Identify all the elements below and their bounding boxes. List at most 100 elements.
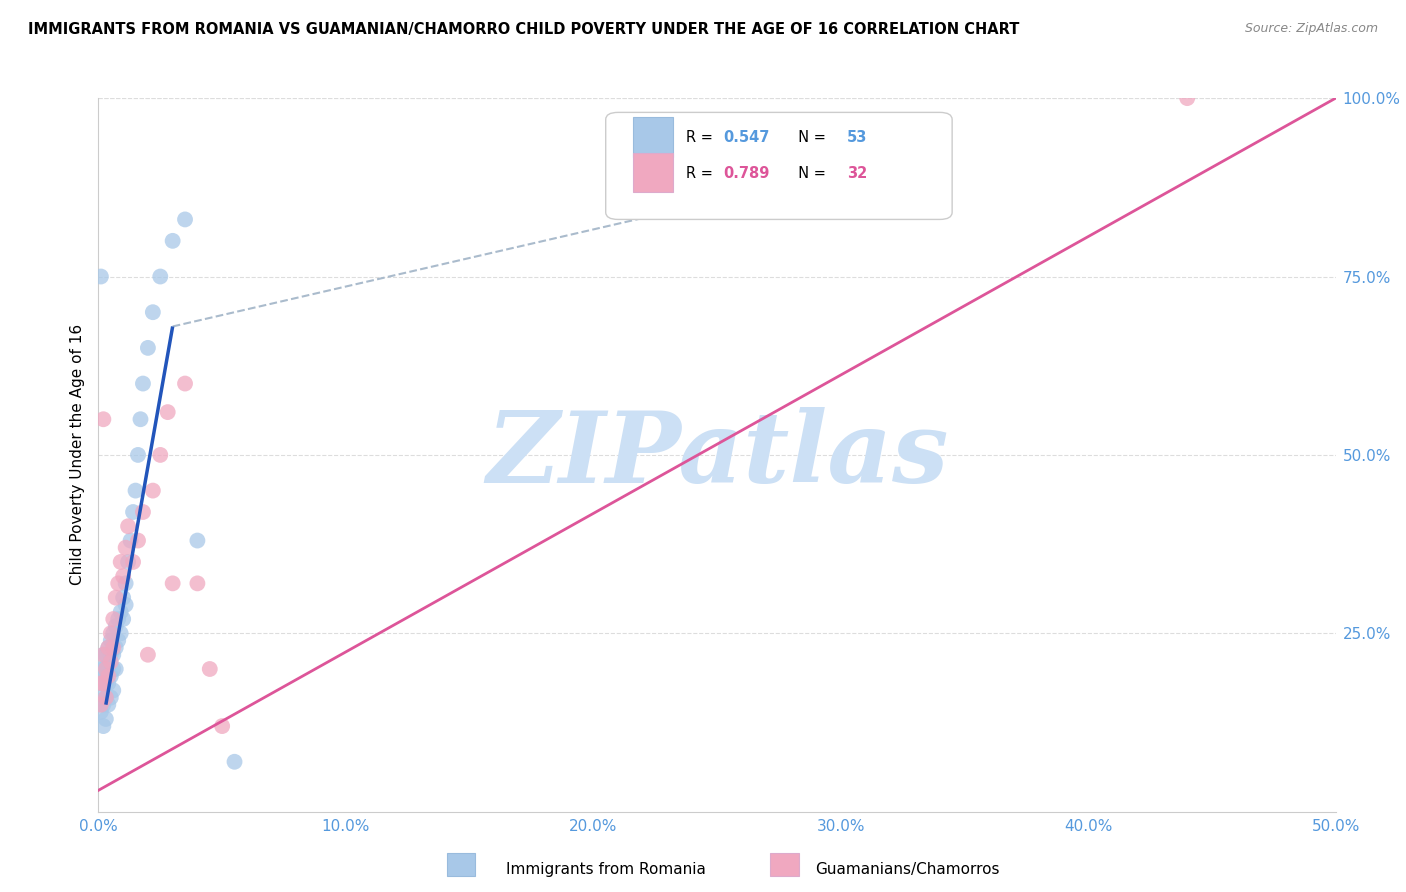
Point bbox=[114, 541, 136, 555]
Point bbox=[97, 640, 120, 655]
Point bbox=[142, 305, 165, 319]
Point bbox=[100, 690, 122, 705]
Point bbox=[100, 655, 122, 669]
Point bbox=[100, 633, 122, 648]
Point bbox=[132, 376, 155, 391]
Point bbox=[149, 269, 172, 284]
Point bbox=[97, 669, 120, 683]
Point bbox=[94, 648, 117, 662]
Point bbox=[93, 698, 115, 712]
Point bbox=[112, 612, 135, 626]
Point bbox=[136, 341, 159, 355]
Point bbox=[90, 698, 112, 712]
Point bbox=[122, 555, 145, 569]
Point bbox=[93, 648, 115, 662]
Point bbox=[162, 234, 184, 248]
Point bbox=[93, 676, 115, 690]
Point bbox=[112, 591, 135, 605]
Point bbox=[90, 269, 112, 284]
Point bbox=[114, 598, 136, 612]
Point bbox=[100, 669, 122, 683]
Bar bbox=[447, 853, 475, 876]
FancyBboxPatch shape bbox=[606, 112, 952, 219]
Point bbox=[110, 555, 132, 569]
Text: R =: R = bbox=[686, 166, 717, 180]
Point bbox=[132, 505, 155, 519]
Point bbox=[103, 640, 125, 655]
Point bbox=[90, 676, 112, 690]
Point bbox=[117, 555, 139, 569]
Point bbox=[211, 719, 233, 733]
Point bbox=[103, 612, 125, 626]
Point bbox=[107, 633, 129, 648]
Point bbox=[97, 662, 120, 676]
Point bbox=[117, 519, 139, 533]
Point bbox=[107, 612, 129, 626]
Point bbox=[156, 405, 179, 419]
Point bbox=[90, 662, 112, 676]
Point bbox=[100, 648, 122, 662]
Bar bbox=[633, 118, 672, 157]
Point bbox=[127, 448, 149, 462]
Point bbox=[93, 412, 115, 426]
Point bbox=[186, 576, 208, 591]
Point bbox=[186, 533, 208, 548]
Text: 0.547: 0.547 bbox=[723, 130, 769, 145]
Point bbox=[224, 755, 246, 769]
Bar bbox=[770, 853, 799, 876]
Point bbox=[94, 662, 117, 676]
Point bbox=[110, 626, 132, 640]
Text: Source: ZipAtlas.com: Source: ZipAtlas.com bbox=[1244, 22, 1378, 36]
Point bbox=[94, 712, 117, 726]
Point bbox=[94, 676, 117, 690]
Point bbox=[93, 676, 115, 690]
Point bbox=[107, 576, 129, 591]
Point bbox=[97, 676, 120, 690]
Point bbox=[94, 690, 117, 705]
Point bbox=[93, 719, 115, 733]
Point bbox=[174, 376, 197, 391]
Point bbox=[103, 683, 125, 698]
Y-axis label: Child Poverty Under the Age of 16: Child Poverty Under the Age of 16 bbox=[70, 325, 86, 585]
Point bbox=[103, 626, 125, 640]
Text: ZIPatlas: ZIPatlas bbox=[486, 407, 948, 503]
Text: IMMIGRANTS FROM ROMANIA VS GUAMANIAN/CHAMORRO CHILD POVERTY UNDER THE AGE OF 16 : IMMIGRANTS FROM ROMANIA VS GUAMANIAN/CHA… bbox=[28, 22, 1019, 37]
Point bbox=[90, 705, 112, 719]
Point bbox=[149, 448, 172, 462]
Point bbox=[120, 533, 142, 548]
Point bbox=[104, 619, 127, 633]
Point bbox=[129, 412, 152, 426]
Point bbox=[780, 177, 803, 191]
Point bbox=[174, 212, 197, 227]
Text: 0.789: 0.789 bbox=[723, 166, 769, 180]
Point bbox=[1175, 91, 1198, 105]
Point bbox=[122, 505, 145, 519]
Text: R =: R = bbox=[686, 130, 717, 145]
Point bbox=[103, 662, 125, 676]
Point bbox=[162, 576, 184, 591]
Point bbox=[94, 690, 117, 705]
Point bbox=[112, 569, 135, 583]
Point bbox=[90, 676, 112, 690]
Text: Immigrants from Romania: Immigrants from Romania bbox=[506, 863, 706, 877]
Point bbox=[93, 662, 115, 676]
Point bbox=[104, 591, 127, 605]
Point bbox=[90, 690, 112, 705]
Point bbox=[142, 483, 165, 498]
Point bbox=[100, 626, 122, 640]
Point bbox=[198, 662, 221, 676]
Point bbox=[114, 576, 136, 591]
Point bbox=[124, 483, 146, 498]
Point bbox=[103, 648, 125, 662]
Point bbox=[93, 648, 115, 662]
Point bbox=[127, 533, 149, 548]
Text: N =: N = bbox=[789, 130, 831, 145]
Point bbox=[104, 640, 127, 655]
Bar bbox=[633, 153, 672, 193]
Point bbox=[97, 698, 120, 712]
Point bbox=[97, 640, 120, 655]
Text: Guamanians/Chamorros: Guamanians/Chamorros bbox=[815, 863, 1000, 877]
Text: 32: 32 bbox=[846, 166, 868, 180]
Text: 53: 53 bbox=[846, 130, 868, 145]
Point bbox=[110, 605, 132, 619]
